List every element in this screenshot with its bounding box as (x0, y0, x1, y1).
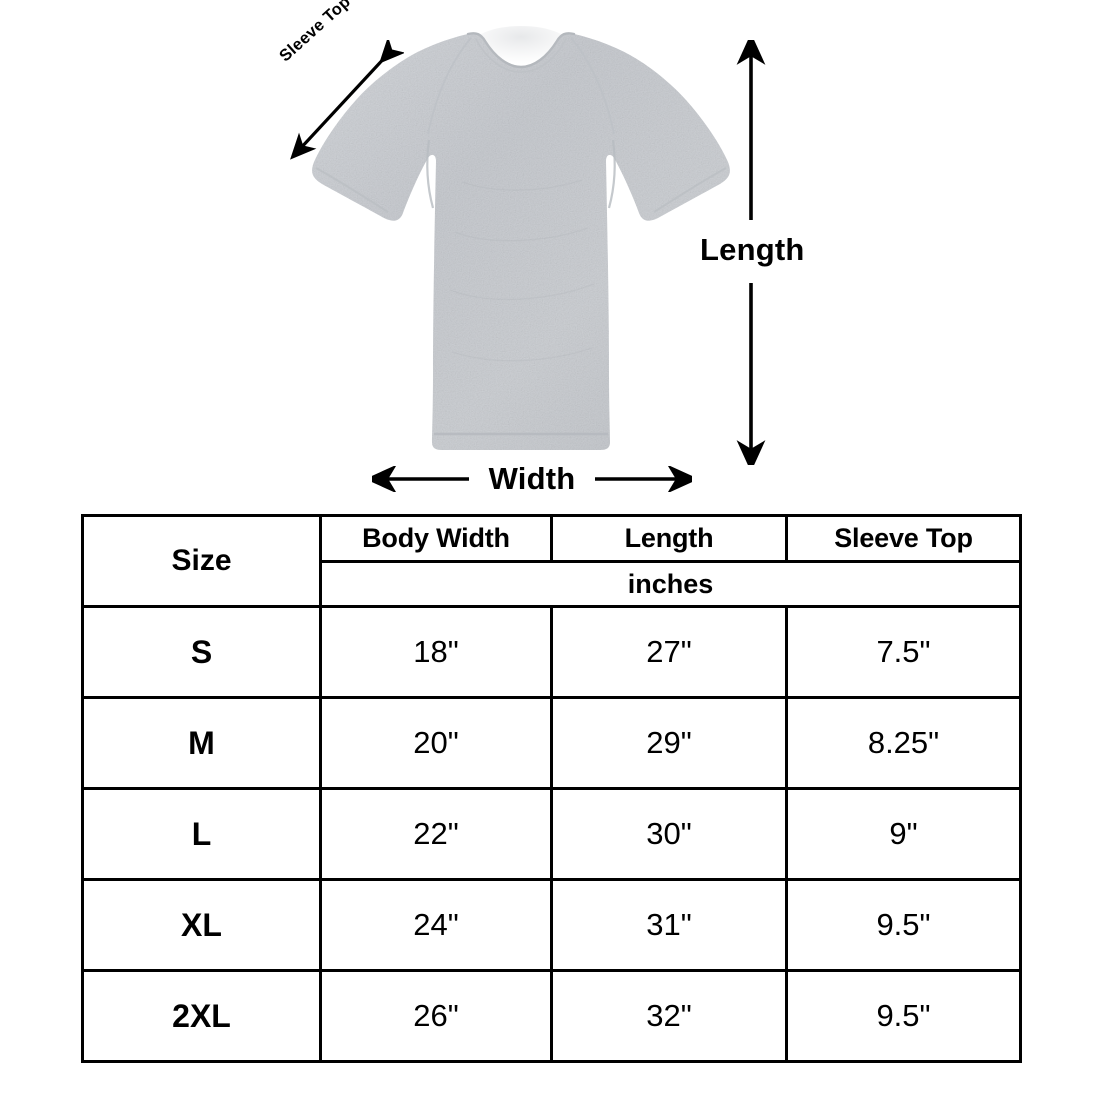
header-length: Length (550, 514, 788, 563)
size-chart-table: Size Body Width Length Sleeve Top inches… (81, 514, 1022, 1063)
garment-measurement-diagram: Sleeve Top Length (0, 0, 1100, 510)
cell-length: 29" (550, 696, 788, 790)
cell-length: 31" (550, 878, 788, 972)
length-label: Length (694, 230, 811, 270)
header-sleeve-top: Sleeve Top (785, 514, 1022, 563)
cell-length: 27" (550, 605, 788, 699)
header-body-width: Body Width (319, 514, 553, 563)
tshirt-illustration (300, 22, 740, 454)
table-row: XL 24" 31" 9.5" (81, 878, 1022, 972)
header-units: inches (319, 560, 1022, 608)
table-row: 2XL 26" 32" 9.5" (81, 969, 1022, 1063)
cell-body-width: 18" (319, 605, 553, 699)
cell-sleeve-top: 7.5" (785, 605, 1022, 699)
cell-size: S (81, 605, 322, 699)
cell-size: 2XL (81, 969, 322, 1063)
table-header-row-1: Size Body Width Length Sleeve Top (81, 514, 1022, 608)
size-chart-table-wrapper: Size Body Width Length Sleeve Top inches… (81, 514, 1022, 1063)
table-row: S 18" 27" 7.5" (81, 605, 1022, 699)
cell-body-width: 20" (319, 696, 553, 790)
width-arrow-left (372, 466, 469, 492)
cell-sleeve-top: 9.5" (785, 878, 1022, 972)
cell-body-width: 26" (319, 969, 553, 1063)
cell-length: 30" (550, 787, 788, 881)
table-header-row-2: inches (83, 560, 1022, 608)
table-row: M 20" 29" 8.25" (81, 696, 1022, 790)
cell-size: M (81, 696, 322, 790)
length-measurement-arrow (730, 40, 772, 465)
width-label: Width (488, 461, 576, 496)
cell-sleeve-top: 9" (785, 787, 1022, 881)
cell-body-width: 24" (319, 878, 553, 972)
cell-size: L (81, 787, 322, 881)
cell-sleeve-top: 8.25" (785, 696, 1022, 790)
table-row: L 22" 30" 9" (81, 787, 1022, 881)
width-arrow-right (594, 466, 692, 492)
cell-sleeve-top: 9.5" (785, 969, 1022, 1063)
width-measurement-arrow: Width (372, 459, 692, 499)
cell-body-width: 22" (319, 787, 553, 881)
sleeve-top-measurement-arrow (284, 40, 404, 165)
header-size: Size (81, 514, 322, 608)
cell-size: XL (81, 878, 322, 972)
cell-length: 32" (550, 969, 788, 1063)
